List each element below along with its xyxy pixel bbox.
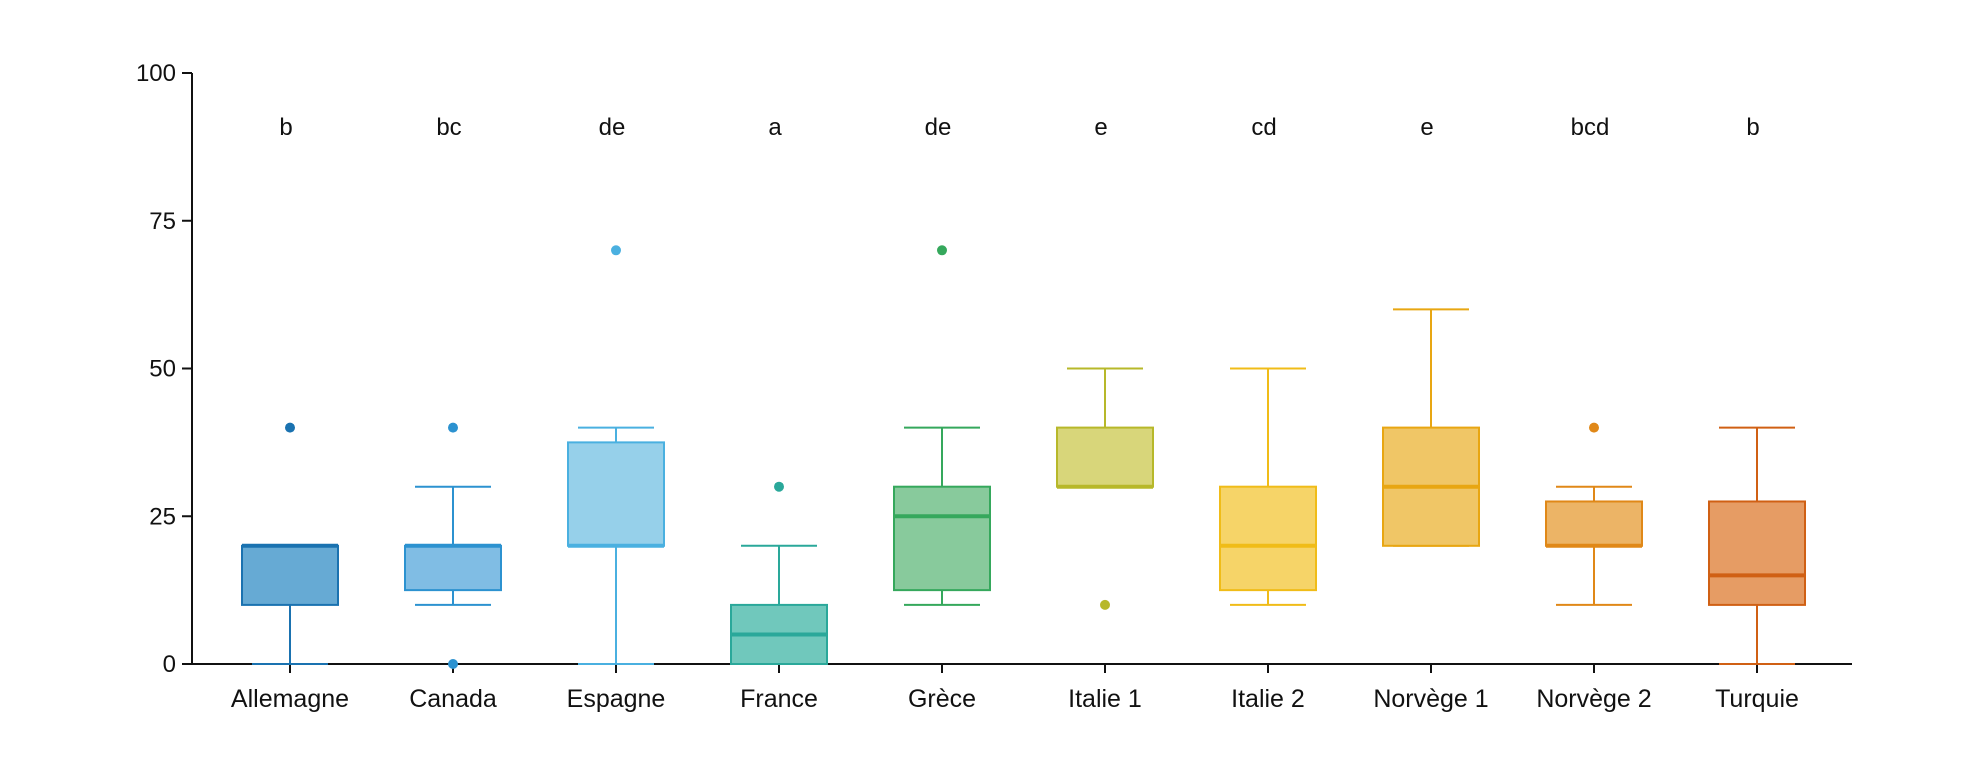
x-tick-label: Espagne — [567, 685, 666, 713]
y-tick-label: 0 — [163, 651, 176, 678]
outlier-point — [937, 245, 947, 256]
x-tick-label: Turquie — [1715, 685, 1799, 713]
y-tick-label: 50 — [149, 356, 176, 383]
x-tick-label: Grèce — [908, 685, 976, 713]
x-tick-label: Canada — [409, 685, 497, 713]
significance-letter: b — [1746, 114, 1759, 141]
x-tick-label: France — [740, 685, 818, 713]
box-norvege-1 — [1382, 308, 1480, 547]
box-rect — [1545, 500, 1643, 547]
box-rect — [893, 485, 991, 592]
box-canada — [404, 422, 502, 669]
outlier-point — [1100, 599, 1110, 610]
box-rect — [404, 544, 502, 592]
x-tick-label: Norvège 2 — [1536, 685, 1651, 713]
box-italie-2 — [1219, 367, 1317, 606]
x-tick-label: Norvège 1 — [1373, 685, 1488, 713]
x-tick-label: Italie 2 — [1231, 685, 1305, 713]
box-series — [241, 245, 1806, 669]
significance-letter: de — [599, 114, 626, 141]
outlier-point — [448, 422, 458, 433]
labels: Allemagne Canada Espagne France Grèce Italie … — [231, 114, 1799, 713]
y-tick-label: 100 — [136, 60, 176, 87]
outlier-point — [611, 245, 621, 256]
box-turquie — [1708, 426, 1806, 665]
significance-letter: bc — [436, 114, 461, 141]
box-italie-1 — [1056, 367, 1154, 610]
outlier-point — [448, 659, 458, 669]
significance-letter: b — [279, 114, 292, 141]
box-allemagne — [241, 422, 339, 665]
y-tick-label: 75 — [149, 208, 176, 235]
significance-letter: e — [1094, 114, 1107, 141]
outlier-point — [1589, 422, 1599, 433]
box-rect — [241, 544, 339, 606]
box-espagne — [567, 245, 665, 665]
x-tick-label: Allemagne — [231, 685, 349, 713]
box-grece — [893, 245, 991, 606]
box-rect — [1056, 426, 1154, 488]
y-tick-label: 25 — [149, 503, 176, 530]
significance-letter: de — [925, 114, 952, 141]
box-norvege-2 — [1545, 422, 1643, 606]
significance-letter: a — [768, 114, 782, 141]
significance-letter: cd — [1251, 114, 1276, 141]
outlier-point — [774, 481, 784, 492]
box-rect — [1219, 485, 1317, 592]
outlier-point — [285, 422, 295, 433]
x-tick-label: Italie 1 — [1068, 685, 1142, 713]
box-rect — [1708, 500, 1806, 606]
box-france — [730, 481, 828, 666]
box-rect — [567, 441, 665, 547]
axes: 0 25 50 75 100 — [136, 60, 1852, 678]
significance-letter: bcd — [1571, 114, 1610, 141]
significance-letter: e — [1420, 114, 1433, 141]
